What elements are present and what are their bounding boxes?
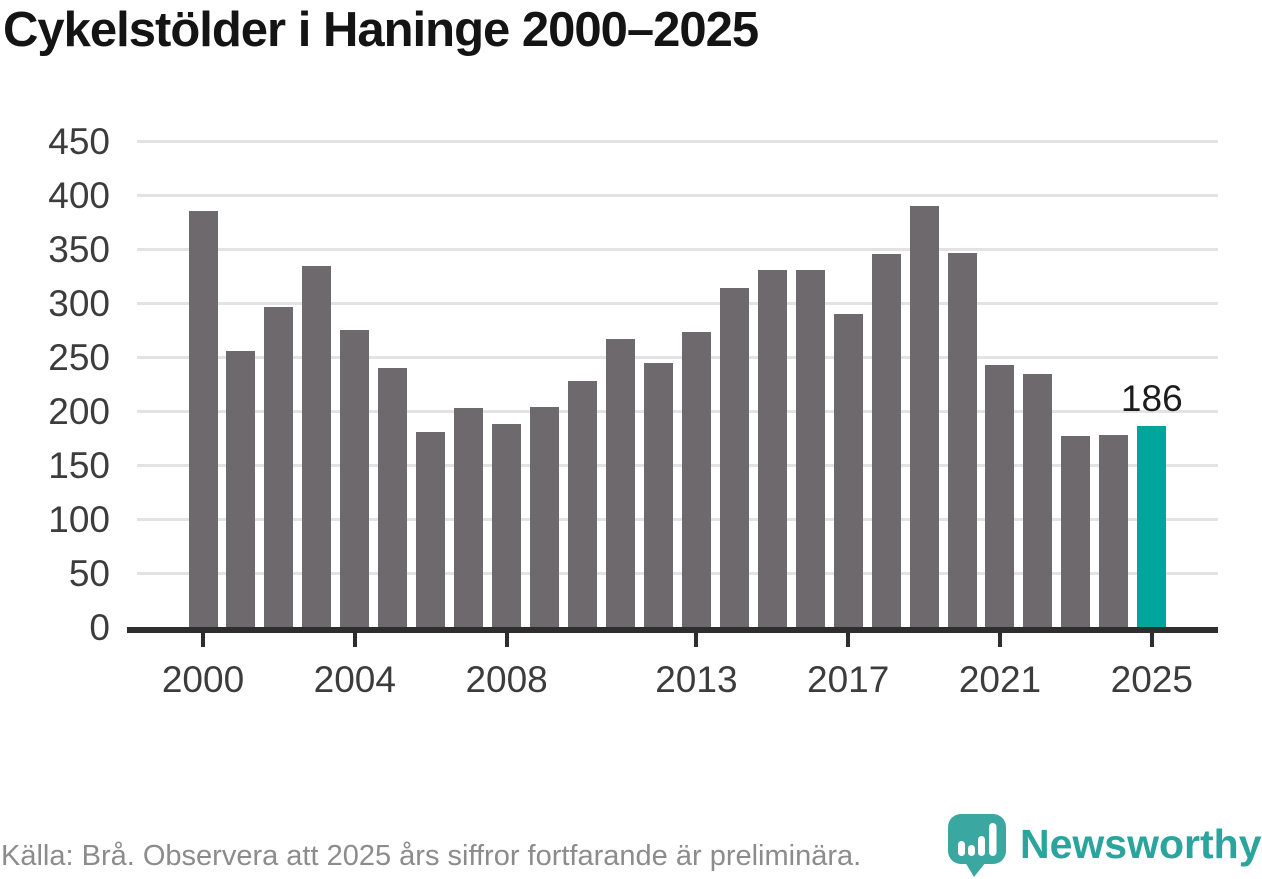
y-axis-tick-label: 150 xyxy=(48,444,110,486)
gridline-250 xyxy=(137,355,1218,359)
gridline-450 xyxy=(137,139,1218,143)
newsworthy-logo-icon xyxy=(946,812,1012,879)
gridline-100 xyxy=(137,517,1218,521)
y-axis-tick-label: 300 xyxy=(48,282,110,324)
y-axis-tick-label: 250 xyxy=(48,336,110,378)
bar-2006 xyxy=(416,431,446,627)
gridline-400 xyxy=(137,193,1218,197)
bar-2000 xyxy=(188,211,218,627)
bar-2011 xyxy=(605,338,635,627)
highlight-value-label: 186 xyxy=(1120,378,1183,420)
y-axis-tick-label: 100 xyxy=(48,498,110,540)
bar-2017 xyxy=(833,313,863,627)
x-axis-tick-label: 2017 xyxy=(807,659,890,700)
x-axis-tick xyxy=(694,633,699,647)
bar-2022 xyxy=(1023,374,1053,627)
bar-2013 xyxy=(681,332,711,627)
bar-2004 xyxy=(340,330,370,627)
y-axis-tick-label: 400 xyxy=(48,174,110,216)
gridline-50 xyxy=(137,571,1218,575)
y-axis-tick-label: 50 xyxy=(68,552,110,594)
bar-2005 xyxy=(378,367,408,627)
bar-2014 xyxy=(719,287,749,627)
bar-2015 xyxy=(757,269,787,627)
gridline-300 xyxy=(137,301,1218,305)
y-axis-tick-label: 350 xyxy=(48,228,110,270)
x-axis-line xyxy=(127,627,1218,633)
bar-2001 xyxy=(226,350,256,627)
bar-2020 xyxy=(947,253,977,627)
bar-2008 xyxy=(492,423,522,627)
x-axis-tick-label: 2013 xyxy=(655,659,738,700)
x-axis-tick xyxy=(1149,633,1154,647)
bar-2002 xyxy=(264,307,294,627)
source-note: Källa: Brå. Observera att 2025 års siffr… xyxy=(1,840,862,872)
bar-2021 xyxy=(985,364,1015,627)
bar-2007 xyxy=(454,407,484,627)
bar-2012 xyxy=(643,363,673,627)
gridline-150 xyxy=(137,463,1218,467)
x-axis-tick xyxy=(352,633,357,647)
bar-2003 xyxy=(302,266,332,627)
x-axis-tick xyxy=(504,633,509,647)
brand-name: Newsworthy xyxy=(1020,821,1262,867)
chart-title: Cykelstölder i Haninge 2000–2025 xyxy=(3,3,759,57)
x-axis-tick-label: 2004 xyxy=(313,659,396,700)
x-axis-tick-label: 2021 xyxy=(958,659,1042,700)
x-axis-tick xyxy=(846,633,851,647)
x-axis-tick xyxy=(997,633,1002,647)
y-axis-tick-label: 0 xyxy=(89,606,110,648)
bar-2016 xyxy=(795,269,825,627)
y-axis-tick-label: 200 xyxy=(48,390,110,432)
y-axis-tick-label: 450 xyxy=(48,120,110,162)
bar-2023 xyxy=(1061,435,1091,627)
bar-2019 xyxy=(909,205,939,627)
x-axis-tick-label: 2008 xyxy=(465,659,548,700)
bar-2010 xyxy=(568,380,598,627)
bar-2024 xyxy=(1099,434,1129,627)
bar-2018 xyxy=(871,254,901,627)
x-axis-tick xyxy=(201,633,205,647)
x-axis-tick-label: 2000 xyxy=(161,659,245,700)
x-axis-tick-label: 2025 xyxy=(1110,659,1193,700)
bar-2025 xyxy=(1137,426,1167,627)
bar-2009 xyxy=(530,406,560,627)
gridline-350 xyxy=(137,247,1218,251)
gridline-200 xyxy=(137,409,1218,413)
